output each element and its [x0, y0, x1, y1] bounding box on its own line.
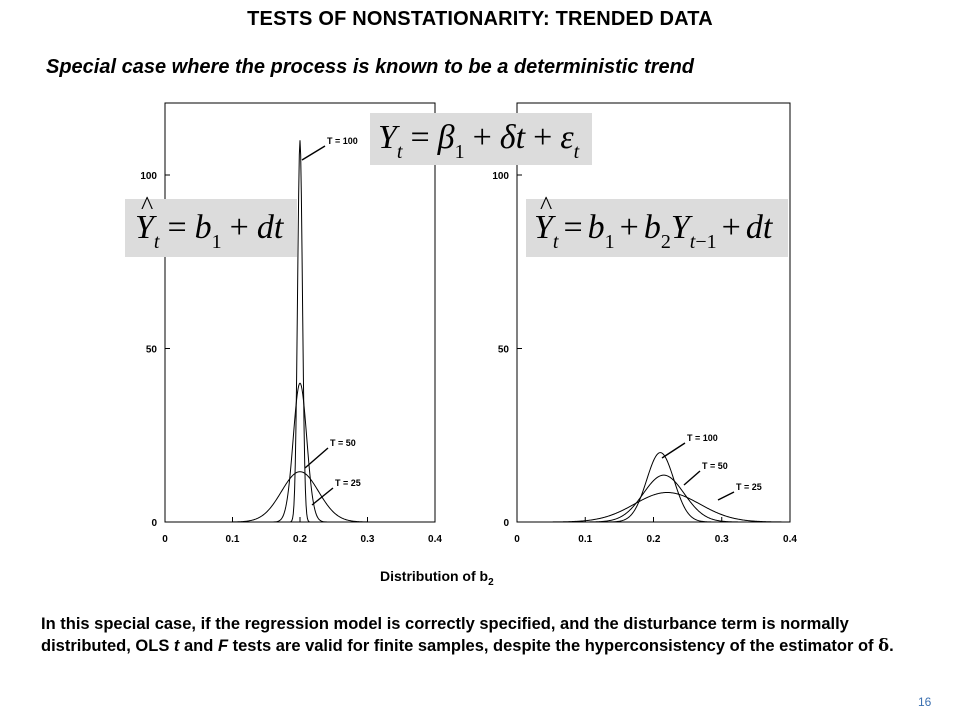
left-density-curve — [226, 471, 375, 523]
left-series-label-pointer — [311, 487, 334, 506]
left-model-equation: Yt=b1+dt — [135, 191, 283, 254]
left-x-tick-label: 0.3 — [361, 534, 375, 545]
right-density-curve — [581, 474, 745, 523]
left-plot-frame — [164, 102, 436, 523]
true-model-equation-box: Yt = β1 + δt + εt — [370, 113, 592, 165]
right-model-equation: Yt=b1+b2Yt−1+dt — [534, 191, 772, 254]
explanation-text: In this special case, if the regression … — [41, 615, 894, 655]
right-series-label-pointer — [683, 470, 701, 486]
left-series-label: T = 100 — [327, 136, 358, 146]
right-series-label: T = 100 — [687, 433, 718, 443]
slide-subtitle: Special case where the process is known … — [46, 56, 694, 78]
page-number: 16 — [918, 695, 932, 709]
right-x-tick-label: 0.4 — [783, 534, 797, 545]
left-series-label-pointer — [304, 447, 329, 469]
right-model-equation-box: Yt=b1+b2Yt−1+dt — [526, 191, 788, 257]
right-x-tick-label: 0.3 — [715, 534, 729, 545]
right-plot-frame — [516, 102, 791, 523]
right-series-label: T = 50 — [702, 461, 728, 471]
slide-title: TESTS OF NONSTATIONARITY: TRENDED DATA — [247, 8, 713, 30]
right-x-tick-label: 0.2 — [647, 534, 661, 545]
left-x-tick-label: 0.4 — [428, 534, 442, 545]
right-series-label-pointer — [717, 491, 735, 501]
left-density-curve — [290, 140, 310, 523]
x-axis-caption: Distribution of b2 — [380, 568, 494, 588]
left-series-label-pointer — [301, 145, 326, 161]
left-y-tick-label: 50 — [146, 345, 158, 356]
true-model-equation: Yt = β1 + δt + εt — [378, 119, 580, 163]
left-y-tick-label: 100 — [140, 171, 157, 182]
left-series-label: T = 25 — [335, 478, 361, 488]
right-series-label: T = 25 — [736, 482, 762, 492]
right-y-tick-label: 100 — [492, 171, 509, 182]
left-y-tick-label: 0 — [151, 518, 157, 529]
right-y-tick-label: 50 — [498, 345, 510, 356]
right-x-tick-label: 0 — [514, 534, 520, 545]
right-x-tick-label: 0.1 — [578, 534, 592, 545]
right-density-curve — [536, 491, 790, 523]
left-x-tick-label: 0.2 — [293, 534, 307, 545]
right-series-label-pointer — [661, 442, 686, 459]
left-x-tick-label: 0 — [162, 534, 168, 545]
left-x-tick-label: 0.1 — [226, 534, 240, 545]
left-series-label: T = 50 — [330, 438, 356, 448]
left-model-equation-box: Yt=b1+dt — [125, 191, 297, 257]
left-density-curve — [273, 382, 328, 523]
right-y-tick-label: 0 — [503, 518, 509, 529]
right-density-curve — [605, 452, 715, 523]
